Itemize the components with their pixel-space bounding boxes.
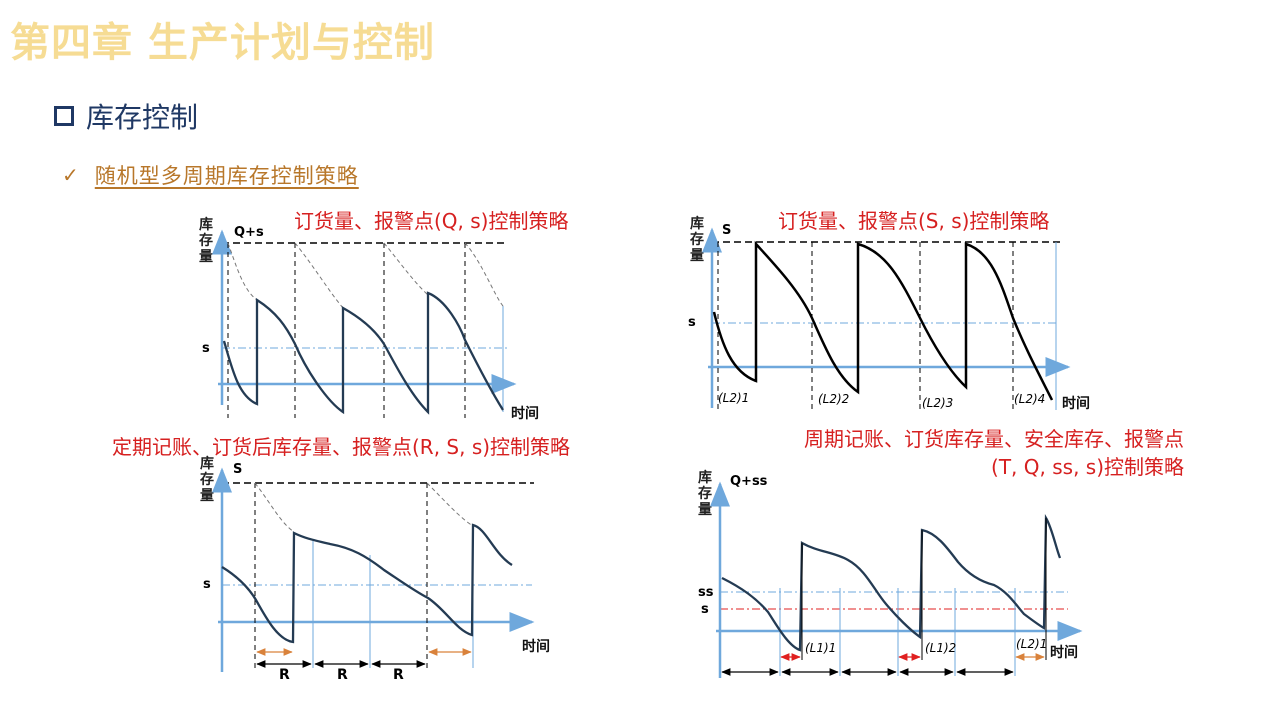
reorder-level-label: s <box>701 602 709 617</box>
review-lines <box>717 242 1014 410</box>
chapter-title: 第四章 生产计划与控制 <box>10 20 435 66</box>
top-level-label: S <box>233 462 242 477</box>
section-title: 库存控制 <box>86 101 199 134</box>
period-labels: R R R <box>279 667 404 683</box>
safety-level-label: ss <box>698 585 714 600</box>
leadtime-label: (L2)3 <box>922 396 953 410</box>
period-label: R <box>337 667 348 683</box>
diagram-title-line-2: (T, Q, ss, s)控制策略 <box>991 455 1184 479</box>
leadtime-label: (L2)2 <box>818 392 849 406</box>
period-label: R <box>279 667 290 683</box>
top-level-label: S <box>722 223 731 238</box>
time-label: 时间 <box>511 405 539 422</box>
leadtime-label: (L1)2 <box>925 641 956 655</box>
projected-paths <box>254 482 474 533</box>
leadtime-labels: (L2)1 (L2)2 (L2)3 (L2)4 <box>718 391 1045 410</box>
subsection-heading: ✓ 随机型多周期库存控制策略 <box>62 160 359 190</box>
time-label: 时间 <box>522 638 550 655</box>
leadtime-label: (L1)1 <box>805 641 836 655</box>
diagram-s-s: 订货量、报警点(S, s)控制策略 库存量 S s (L2)1 (L2)2 (L… <box>688 209 1090 412</box>
inventory-curve <box>221 523 513 644</box>
reorder-level-label: s <box>202 341 210 356</box>
square-bullet-icon <box>54 106 74 126</box>
top-level-label: Q+s <box>234 225 264 240</box>
review-lines <box>227 243 466 418</box>
leadtime-label: (L2)4 <box>1014 392 1045 406</box>
period-lines <box>312 540 474 668</box>
y-axis-label: 库存量 <box>199 216 213 265</box>
diagram-title: 定期记账、订货后库存量、报警点(R, S, s)控制策略 <box>112 435 570 459</box>
reorder-level-label: s <box>688 315 696 330</box>
leadtime-label: (L2)1 <box>718 391 749 405</box>
diagram-title: 订货量、报警点(Q, s)控制策略 <box>294 209 568 233</box>
subsection-title: 随机型多周期库存控制策略 <box>94 164 359 188</box>
y-axis-label: 库存量 <box>698 469 712 518</box>
y-axis-label: 库存量 <box>200 455 214 504</box>
review-lines <box>254 483 428 668</box>
checkmark-icon: ✓ <box>62 163 79 187</box>
diagram-t-q-ss-s: 周期记账、订货库存量、安全库存、报警点 (T, Q, ss, s)控制策略 库存… <box>698 427 1184 678</box>
reorder-level-label: s <box>203 577 211 592</box>
inventory-curve <box>712 240 1054 401</box>
time-label: 时间 <box>1050 644 1078 661</box>
projected-paths <box>227 242 504 309</box>
diagram-r-s-s: 定期记账、订货后库存量、报警点(R, S, s)控制策略 库存量 S s <box>112 435 570 683</box>
time-label: 时间 <box>1062 395 1090 412</box>
inventory-curve <box>222 291 504 415</box>
diagram-q-s: 订货量、报警点(Q, s)控制策略 库存量 Q+s s 时间 <box>199 209 568 422</box>
leadtime-labels: (L1)1 (L1)2 (L2)1 <box>805 637 1047 655</box>
y-axis-label: 库存量 <box>690 215 704 264</box>
diagram-title: 订货量、报警点(S, s)控制策略 <box>778 209 1049 233</box>
period-label: R <box>393 667 404 683</box>
diagram-title-line-1: 周期记账、订货库存量、安全库存、报警点 <box>804 427 1184 451</box>
top-level-label: Q+ss <box>730 474 768 489</box>
section-heading: 库存控制 <box>54 96 198 136</box>
leadtime-label: (L2)1 <box>1016 637 1047 651</box>
inventory-curve <box>721 513 1062 652</box>
